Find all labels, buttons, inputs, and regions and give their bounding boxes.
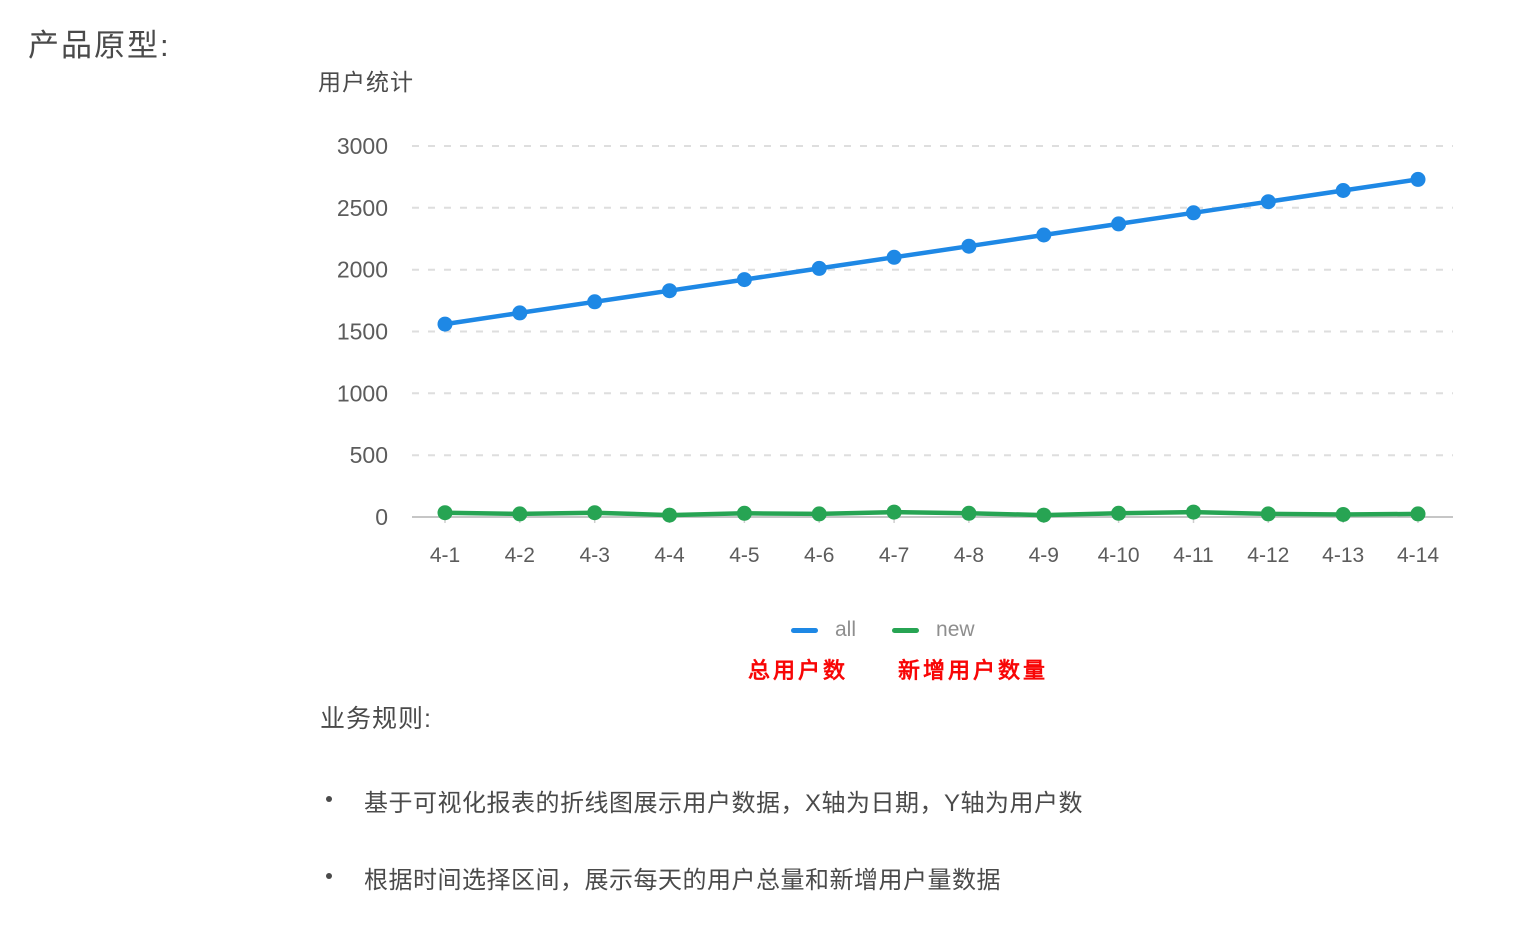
rule-text-1: 基于可视化报表的折线图展示用户数据，X轴为日期，Y轴为用户数 bbox=[364, 790, 1084, 817]
x-tick-label: 4-9 bbox=[1029, 544, 1059, 567]
chart-legend: all new bbox=[791, 618, 975, 642]
data-point-all bbox=[811, 260, 827, 276]
data-point-all bbox=[1111, 216, 1127, 232]
legend-label-new: new bbox=[936, 618, 975, 641]
data-point-all bbox=[512, 305, 528, 321]
series-line-new bbox=[442, 509, 1421, 518]
x-tick-label: 4-2 bbox=[505, 544, 535, 567]
data-point-all bbox=[662, 283, 677, 299]
legend-swatch-all-icon bbox=[791, 627, 818, 633]
data-point-new bbox=[961, 505, 977, 521]
y-tick-label: 2500 bbox=[337, 195, 388, 221]
legend-swatch-new-icon bbox=[892, 627, 920, 633]
rule-text-2: 根据时间选择区间，展示每天的用户总量和新增用户量数据 bbox=[364, 867, 1001, 894]
data-point-new bbox=[1111, 505, 1127, 521]
x-tick-label: 4-6 bbox=[804, 544, 834, 567]
legend-item-new: new bbox=[892, 618, 975, 642]
y-tick-label: 1500 bbox=[337, 319, 388, 345]
x-tick-label: 4-13 bbox=[1322, 544, 1364, 567]
legend-label-all: all bbox=[835, 618, 857, 641]
data-point-new bbox=[1260, 506, 1276, 522]
data-point-all bbox=[1260, 194, 1276, 210]
x-tick-label: 4-4 bbox=[654, 544, 685, 567]
x-tick-label: 4-5 bbox=[729, 544, 759, 567]
data-point-new bbox=[1186, 504, 1201, 520]
x-tick-label: 4-14 bbox=[1397, 544, 1439, 567]
data-point-new bbox=[1036, 507, 1052, 523]
bullet-icon bbox=[326, 796, 332, 802]
data-point-new bbox=[512, 506, 528, 522]
page-title: 产品原型: bbox=[28, 28, 171, 63]
rule-item-1: 基于可视化报表的折线图展示用户数据，X轴为日期，Y轴为用户数 bbox=[324, 783, 1083, 818]
annotation-total-users: 总用户数 bbox=[748, 658, 849, 683]
y-tick-label: 500 bbox=[350, 442, 388, 468]
data-point-all bbox=[1410, 171, 1426, 187]
data-point-all bbox=[736, 272, 752, 288]
data-point-new bbox=[1410, 506, 1426, 522]
y-tick-label: 1000 bbox=[337, 380, 388, 406]
data-point-new bbox=[662, 507, 677, 523]
data-point-new bbox=[886, 504, 902, 520]
data-point-all bbox=[1335, 183, 1351, 198]
rule-item-2: 根据时间选择区间，展示每天的用户总量和新增用户量数据 bbox=[324, 860, 1083, 895]
x-tick-label: 4-12 bbox=[1247, 544, 1289, 567]
x-tick-label: 4-10 bbox=[1098, 544, 1140, 567]
x-tick-label: 4-3 bbox=[580, 544, 610, 567]
x-tick-label: 4-7 bbox=[879, 544, 909, 567]
chart-title: 用户统计 bbox=[318, 69, 414, 95]
x-tick-label: 4-8 bbox=[954, 544, 984, 567]
data-point-new bbox=[587, 505, 603, 521]
series-annotations: 总用户数 新增用户数量 bbox=[748, 653, 1048, 685]
data-point-all bbox=[587, 294, 603, 310]
series-line-all bbox=[442, 177, 1421, 327]
data-point-new bbox=[1335, 507, 1351, 522]
data-point-all bbox=[1186, 205, 1201, 221]
data-point-new bbox=[437, 505, 453, 521]
data-point-all bbox=[437, 316, 453, 332]
bullet-icon bbox=[326, 873, 332, 879]
data-point-all bbox=[961, 238, 977, 254]
y-tick-label: 3000 bbox=[337, 133, 388, 159]
annotation-new-users: 新增用户数量 bbox=[898, 658, 1049, 683]
data-point-new bbox=[736, 505, 752, 521]
data-point-all bbox=[886, 249, 902, 265]
y-tick-label: 2000 bbox=[337, 257, 388, 283]
data-point-all bbox=[1036, 227, 1052, 243]
data-point-new bbox=[811, 506, 827, 522]
rules-heading: 业务规则: bbox=[320, 705, 432, 733]
x-tick-label: 4-11 bbox=[1173, 544, 1213, 567]
x-tick-label: 4-1 bbox=[430, 544, 460, 567]
rules-list: 基于可视化报表的折线图展示用户数据，X轴为日期，Y轴为用户数 根据时间选择区间，… bbox=[324, 783, 1083, 931]
legend-item-all: all bbox=[791, 618, 856, 642]
y-tick-label: 0 bbox=[375, 504, 388, 530]
user-stats-line-chart: 0 500 1000 1500 2000 2500 3000 4-1 4-2 4-3 4-4 4-5 4… bbox=[337, 133, 1453, 567]
